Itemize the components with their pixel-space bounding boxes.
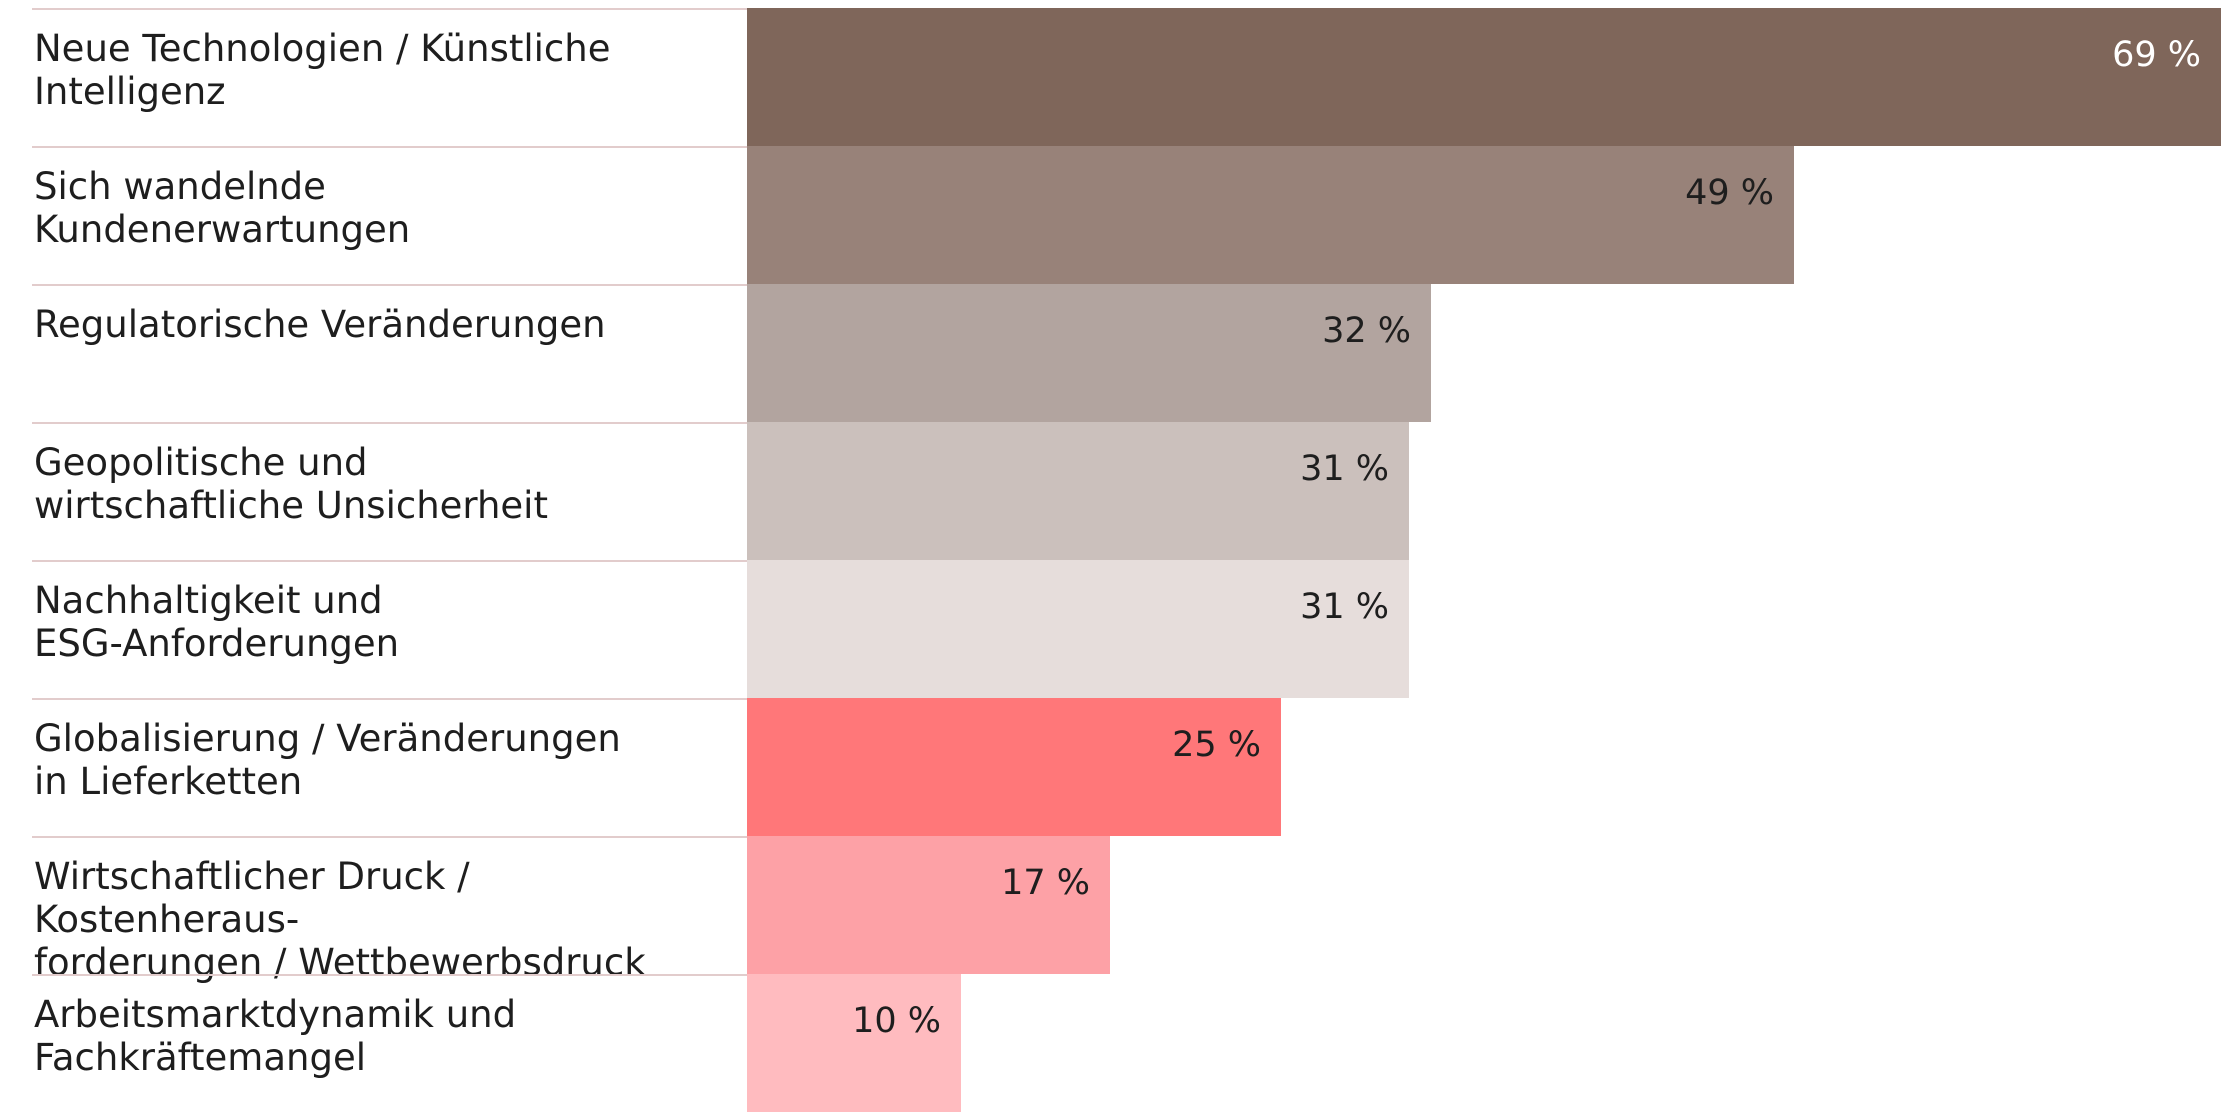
bar-row: Globalisierung / Veränderungen in Liefer… (0, 698, 2221, 836)
bar (747, 974, 961, 1112)
bar (747, 146, 1794, 284)
row-divider (32, 698, 747, 700)
value-label: 31 % (1300, 587, 1389, 627)
bar-row: Geopolitische und wirtschaftliche Unsich… (0, 422, 2221, 560)
bar-row: Arbeitsmarktdynamik und Fachkräftemangel… (0, 974, 2221, 1112)
category-label: Wirtschaftlicher Druck / Kostenheraus- f… (34, 855, 646, 984)
value-label: 17 % (1001, 863, 1090, 903)
row-divider (32, 422, 747, 424)
category-label: Nachhaltigkeit und ESG-Anforderungen (34, 579, 400, 665)
bar (747, 560, 1409, 698)
category-label: Arbeitsmarktdynamik und Fachkräftemangel (34, 993, 517, 1079)
value-label: 31 % (1300, 449, 1389, 489)
bar-row: Neue Technologien / Künstliche Intellige… (0, 8, 2221, 146)
bar (747, 698, 1281, 836)
bar-row: Nachhaltigkeit und ESG-Anforderungen 31 % (0, 560, 2221, 698)
bar (747, 8, 2221, 146)
category-label: Sich wandelnde Kundenerwartungen (34, 165, 411, 251)
row-divider (32, 8, 747, 10)
row-divider (32, 146, 747, 148)
category-label: Globalisierung / Veränderungen in Liefer… (34, 717, 621, 803)
bar-row: Regulatorische Veränderungen 32 % (0, 284, 2221, 422)
bar (747, 284, 1431, 422)
value-label: 25 % (1172, 725, 1261, 765)
row-divider (32, 836, 747, 838)
row-divider (32, 284, 747, 286)
category-label: Regulatorische Veränderungen (34, 303, 606, 346)
bar-row: Wirtschaftlicher Druck / Kostenheraus- f… (0, 836, 2221, 984)
value-label: 32 % (1322, 311, 1411, 351)
category-label: Neue Technologien / Künstliche Intellige… (34, 27, 611, 113)
bar-row: Sich wandelnde Kundenerwartungen 49 % (0, 146, 2221, 284)
row-divider (32, 974, 747, 976)
bar (747, 422, 1409, 560)
value-label: 69 % (2112, 35, 2201, 75)
value-label: 49 % (1685, 173, 1774, 213)
row-divider (32, 560, 747, 562)
bar (747, 836, 1110, 974)
value-label: 10 % (852, 1001, 941, 1041)
category-label: Geopolitische und wirtschaftliche Unsich… (34, 441, 548, 527)
